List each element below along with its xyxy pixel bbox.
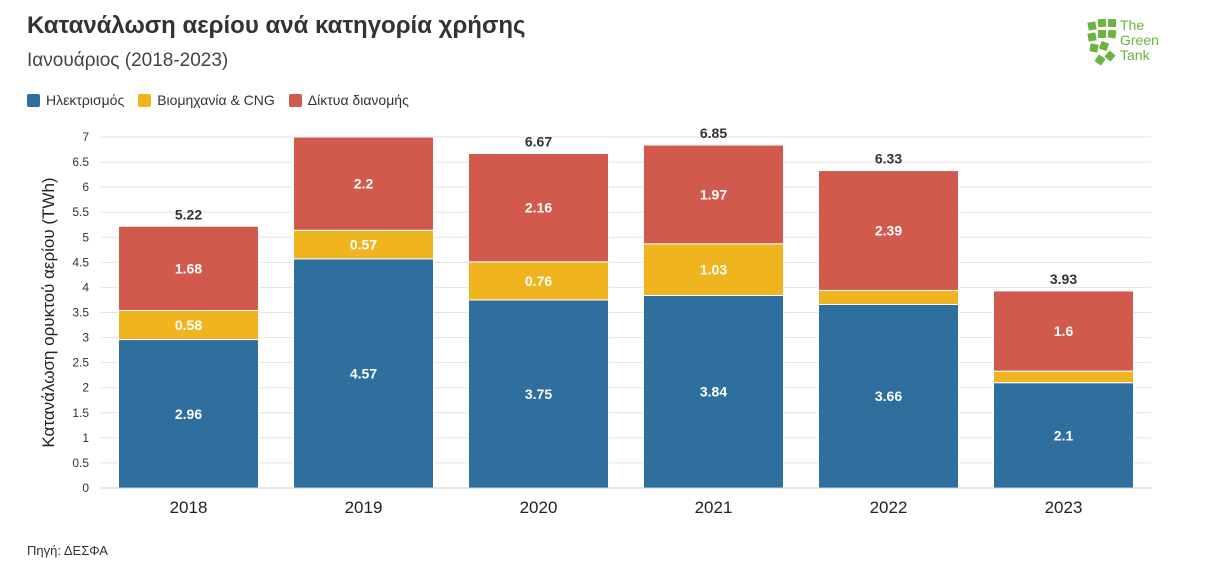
bar-segment-industry xyxy=(118,309,259,341)
y-tick-label: 0.5 xyxy=(72,456,89,470)
bar-segment-industry xyxy=(993,370,1134,384)
data-label: 1.6 xyxy=(1054,323,1074,339)
x-tick-label: 2020 xyxy=(520,498,558,517)
data-label: 0.76 xyxy=(525,273,552,289)
legend: Ηλεκτρισμός Βιομηχανία & CNG Δίκτυα διαν… xyxy=(27,92,409,108)
logo-text-line1: The xyxy=(1120,17,1145,33)
total-label: 6.85 xyxy=(700,125,727,141)
bar-segment-electricity xyxy=(993,382,1134,489)
data-label: 0.57 xyxy=(350,237,377,253)
data-label: 2.16 xyxy=(525,200,552,216)
bar-segment-industry xyxy=(468,261,609,301)
bar-segment-electricity xyxy=(118,339,259,489)
x-tick-label: 2021 xyxy=(695,498,733,517)
y-tick-label: 6.5 xyxy=(72,155,89,169)
x-tick-label: 2023 xyxy=(1045,498,1083,517)
y-tick-label: 0 xyxy=(82,481,89,495)
y-axis-label: Κατανάλωση ορυκτού αερίου (TWh) xyxy=(39,177,58,447)
legend-label-networks: Δίκτυα διανομής xyxy=(307,92,409,108)
logo-text: The Green Tank xyxy=(1120,18,1159,63)
y-tick-label: 7 xyxy=(82,130,89,144)
green-tank-logo-icon xyxy=(1087,18,1117,66)
y-tick-label: 2 xyxy=(82,381,89,395)
bar-segment-industry xyxy=(293,229,434,260)
chart-subtitle: Ιανουάριος (2018-2023) xyxy=(27,50,229,71)
data-label: 2.39 xyxy=(875,223,902,239)
bar-segment-networks xyxy=(818,170,959,291)
data-label: 2.1 xyxy=(1054,427,1074,443)
legend-item-industry[interactable]: Βιομηχανία & CNG xyxy=(138,92,275,108)
legend-label-electricity: Ηλεκτρισμός xyxy=(46,92,125,108)
data-label: 4.57 xyxy=(350,365,377,381)
legend-label-industry: Βιομηχανία & CNG xyxy=(157,92,275,108)
y-tick-label: 2.5 xyxy=(72,356,89,370)
y-tick-label: 4 xyxy=(82,280,89,294)
data-label: 3.75 xyxy=(525,386,552,402)
data-label: 3.66 xyxy=(875,388,902,404)
bar-segment-networks xyxy=(993,290,1134,372)
data-label: 2.96 xyxy=(175,406,202,422)
y-tick-label: 5.5 xyxy=(72,205,89,219)
legend-swatch-electricity xyxy=(27,93,40,107)
bar-segment-electricity xyxy=(468,299,609,489)
legend-item-electricity[interactable]: Ηλεκτρισμός xyxy=(27,92,124,108)
data-label: 3.84 xyxy=(700,384,727,400)
y-tick-label: 3.5 xyxy=(72,306,89,320)
x-tick-label: 2022 xyxy=(870,498,908,517)
y-tick-label: 1 xyxy=(82,431,89,445)
total-label: 3.93 xyxy=(1050,271,1077,287)
y-tick-label: 4.5 xyxy=(72,255,89,269)
legend-swatch-industry xyxy=(138,93,152,107)
y-tick-label: 3 xyxy=(82,331,89,345)
data-label: 2.2 xyxy=(354,176,374,192)
data-label: 1.03 xyxy=(700,262,727,278)
logo-text-line3: Tank xyxy=(1120,47,1150,63)
data-label: 0.58 xyxy=(175,317,202,333)
total-label: 6.67 xyxy=(525,134,552,150)
bar-segment-electricity xyxy=(643,294,784,489)
y-tick-label: 5 xyxy=(82,230,89,244)
x-tick-label: 2019 xyxy=(345,498,383,517)
data-label: 1.97 xyxy=(700,186,727,202)
y-tick-label: 1.5 xyxy=(72,406,89,420)
bar-segment-industry xyxy=(818,289,959,305)
bar-segment-electricity xyxy=(293,258,434,489)
bar-segment-networks xyxy=(643,144,784,245)
data-label: 1.68 xyxy=(175,260,202,276)
y-tick-label: 6 xyxy=(82,180,89,194)
bar-segment-industry xyxy=(643,243,784,296)
legend-swatch-networks xyxy=(288,93,302,107)
x-tick-label: 2018 xyxy=(170,498,208,517)
bar-segment-networks xyxy=(468,153,609,263)
bar-segment-networks xyxy=(293,136,434,231)
bar-segment-networks xyxy=(118,225,259,311)
chart-title: Κατανάλωση αερίου ανά κατηγορία χρήσης xyxy=(27,12,526,39)
total-label: 6.33 xyxy=(875,151,902,167)
bar-segment-electricity xyxy=(818,303,959,489)
total-label: 5.22 xyxy=(175,206,202,222)
legend-item-networks[interactable]: Δίκτυα διανομής xyxy=(288,92,409,108)
logo-text-line2: Green xyxy=(1120,32,1159,48)
source-note: Πηγή: ΔΕΣΦΑ xyxy=(27,543,108,558)
